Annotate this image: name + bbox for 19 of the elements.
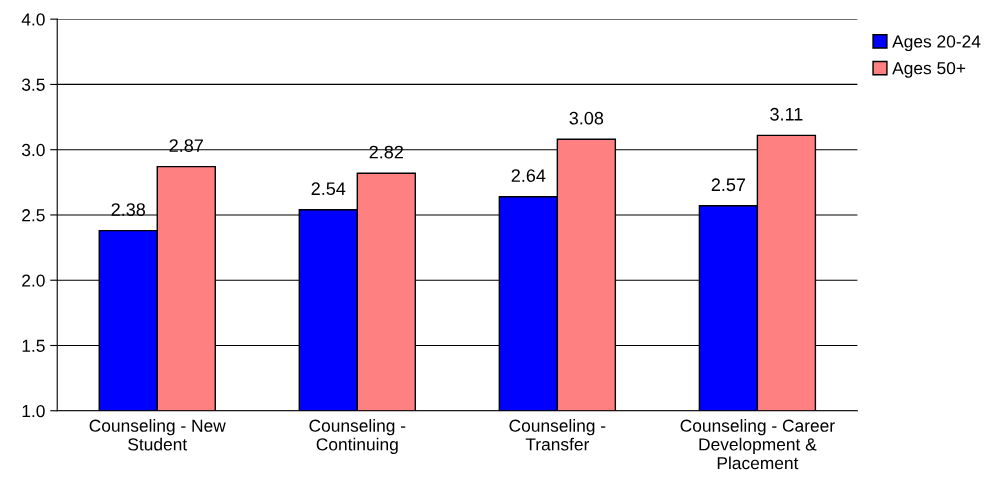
y-tick-label: 3.5 <box>21 78 45 91</box>
x-tick-label: Counseling - Continuing <box>309 419 406 454</box>
x-tick-label: Counseling - New Student <box>89 419 226 451</box>
legend-label: Ages 20-24 <box>892 35 981 52</box>
data-label: 2.57 <box>711 178 746 192</box>
data-label: 2.54 <box>311 182 346 196</box>
y-tick-label: 3.0 <box>21 143 45 157</box>
y-tick-label: 2.0 <box>22 274 45 287</box>
y-tick-label: 1.5 <box>22 339 45 352</box>
y-tick-label: 2.5 <box>22 209 45 222</box>
y-tick-label: 4.0 <box>21 13 45 26</box>
x-tick-label: Counseling - Transfer <box>509 419 606 451</box>
data-label: 3.11 <box>770 107 803 121</box>
data-label: 2.38 <box>111 203 146 216</box>
legend-label: Ages 50+ <box>892 62 966 78</box>
x-tick-label: Counseling - Career Development & Placement <box>680 419 835 470</box>
data-label: 2.64 <box>511 169 546 182</box>
y-tick-label: 1.0 <box>22 404 45 418</box>
data-label: 3.08 <box>569 111 604 125</box>
